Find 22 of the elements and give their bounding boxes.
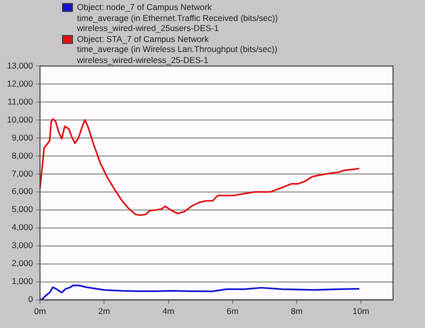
y-tick-label: 9,000 xyxy=(12,132,34,142)
x-tick-label: 6m xyxy=(226,306,238,316)
legend-label: Object: node_7 of Campus Network time_average (in Ethernet.Traffic Received (bits/sec)) wireless_wired-wired_25users-DES-1 xyxy=(77,2,278,34)
y-tick-label: 3,000 xyxy=(12,240,34,250)
x-tick-label: 0m xyxy=(34,306,46,316)
x-tick-label: 4m xyxy=(162,306,174,316)
legend-label: Object: STA_7 of Campus Network time_average (in Wireless Lan.Throughput (bits/sec)) wireless_wired-wireless_25-DES-1 xyxy=(77,34,278,65)
y-tick-label: 6,000 xyxy=(12,186,34,196)
y-tick-label: 12,000 xyxy=(7,78,34,88)
y-tick-label: 8,000 xyxy=(12,150,34,160)
y-tick-label: 13,000 xyxy=(7,60,34,70)
y-tick-label: 2,000 xyxy=(12,258,34,268)
y-tick-label: 7,000 xyxy=(12,168,34,178)
y-tick-label: 5,000 xyxy=(12,204,34,214)
x-tick-label: 2m xyxy=(98,306,110,316)
y-tick-label: 1,000 xyxy=(12,276,34,286)
y-tick-label: 11,000 xyxy=(8,96,34,106)
x-tick-label: 10m xyxy=(352,306,370,316)
y-tick-label: 4,000 xyxy=(12,222,34,232)
x-tick-label: 8m xyxy=(290,306,303,316)
y-tick-label: 0 xyxy=(28,294,34,304)
y-tick-label: 10,000 xyxy=(7,114,34,124)
